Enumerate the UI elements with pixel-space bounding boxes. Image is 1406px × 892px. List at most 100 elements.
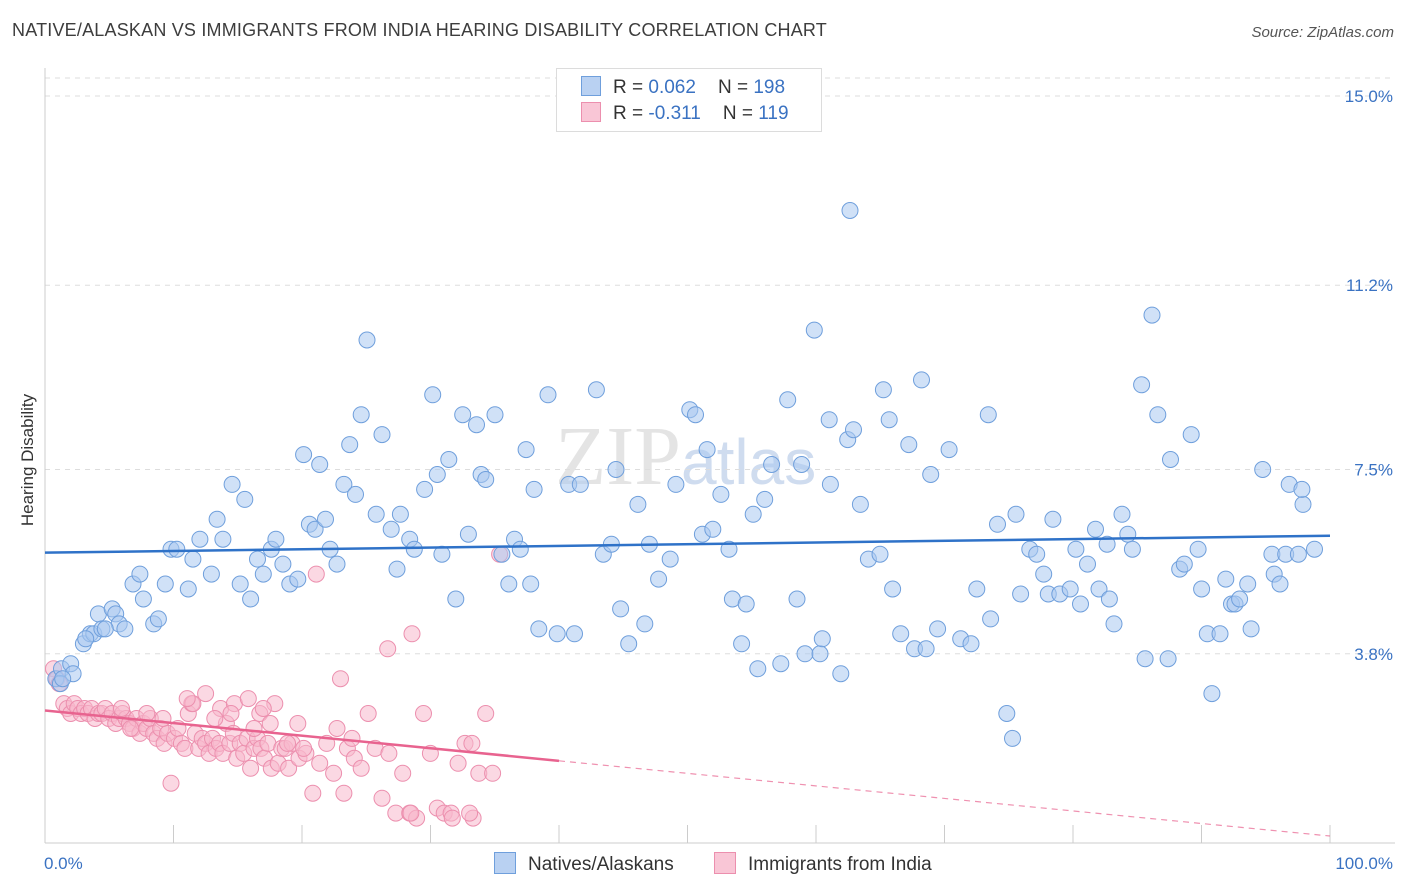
natives-point: [367, 505, 385, 523]
natives-point: [989, 515, 1006, 533]
natives-point: [416, 480, 434, 498]
natives-point: [940, 441, 958, 459]
india-point: [279, 734, 296, 752]
natives-point: [249, 550, 266, 568]
natives-point: [607, 461, 625, 478]
natives-point: [871, 545, 889, 563]
natives-point: [629, 495, 647, 513]
natives-point: [1294, 495, 1312, 513]
natives-point: [289, 570, 307, 588]
natives-point: [1087, 520, 1104, 538]
natives-point: [929, 620, 947, 638]
legend-label-india: Immigrants from India: [748, 854, 932, 875]
natives-point: [845, 421, 862, 439]
india-point: [335, 784, 353, 802]
natives-point: [566, 625, 583, 643]
natives-point: [779, 391, 797, 409]
legend-item-india: Immigrants from India: [714, 852, 932, 876]
natives-point: [820, 411, 838, 429]
india-point: [403, 625, 421, 643]
india-point: [122, 720, 140, 737]
natives-point: [1189, 540, 1207, 558]
natives-point: [1211, 625, 1229, 643]
natives-point: [1254, 461, 1272, 478]
natives-point: [96, 620, 114, 638]
legend-swatch-blue: [494, 852, 516, 874]
natives-point: [1028, 545, 1046, 563]
natives-point: [347, 485, 364, 503]
natives-point: [486, 406, 504, 424]
natives-point: [788, 590, 806, 608]
natives-point: [335, 475, 353, 493]
chart-title: NATIVE/ALASKAN VS IMMIGRANTS FROM INDIA …: [12, 20, 828, 40]
natives-point: [1239, 575, 1257, 593]
natives-point: [1175, 555, 1193, 573]
natives-point: [998, 705, 1016, 722]
natives-point: [341, 436, 359, 454]
india-point: [359, 705, 377, 722]
india-point: [402, 804, 420, 822]
india-point: [289, 715, 307, 732]
india-point: [443, 809, 461, 827]
natives-point: [1123, 540, 1141, 558]
r-value-natives: 0.062: [648, 77, 696, 98]
natives-point: [733, 635, 751, 653]
natives-point: [391, 505, 409, 523]
y-tick-label: 11.2%: [1346, 276, 1393, 295]
natives-point: [306, 520, 324, 538]
natives-point: [267, 530, 285, 548]
india-point: [261, 715, 279, 732]
natives-point: [179, 580, 197, 598]
natives-point: [805, 321, 823, 339]
natives-point: [1136, 650, 1154, 668]
india-point: [461, 804, 479, 822]
natives-point: [841, 202, 859, 219]
india-point: [325, 764, 343, 782]
india-point: [311, 754, 329, 772]
natives-point: [1113, 505, 1131, 523]
legend-row-india: R = -0.311 N = 119: [581, 102, 789, 124]
natives-point: [231, 575, 249, 593]
india-point: [245, 720, 263, 737]
india-point: [484, 764, 502, 782]
india-point: [113, 700, 130, 717]
legend-label-natives: Natives/Alaskans: [528, 854, 674, 875]
natives-point: [1105, 615, 1123, 633]
natives-point: [236, 490, 254, 508]
natives-point: [1159, 650, 1177, 668]
india-trend-extension: [558, 760, 1331, 837]
natives-point: [1289, 545, 1307, 563]
india-point: [332, 670, 349, 688]
natives-point: [661, 550, 679, 568]
india-point: [304, 784, 322, 802]
legend-swatch-pink: [714, 852, 736, 874]
natives-point: [1067, 540, 1085, 558]
y-tick-label: 15.0%: [1345, 87, 1393, 106]
x-tick-label: 0.0%: [44, 854, 83, 873]
y-tick-label: 7.5%: [1354, 461, 1393, 480]
natives-point: [1100, 590, 1118, 608]
trend-lines: [44, 534, 1331, 837]
natives-point: [459, 525, 477, 543]
natives-point: [440, 451, 458, 468]
natives-point: [493, 545, 511, 563]
natives-point: [54, 670, 72, 688]
n-value-india: 119: [758, 103, 789, 124]
natives-point: [191, 530, 209, 548]
r-label: R =: [613, 103, 644, 124]
natives-point: [548, 625, 566, 643]
natives-point: [698, 441, 716, 459]
source-label: Source: ZipAtlas.com: [1251, 24, 1394, 41]
natives-point: [811, 645, 829, 663]
natives-point: [511, 540, 529, 558]
india-point: [280, 759, 298, 777]
india-point: [206, 710, 224, 727]
natives-point: [1044, 510, 1062, 528]
india-point: [379, 640, 397, 658]
india-point: [222, 705, 240, 722]
natives-point: [116, 620, 134, 638]
natives-point: [447, 590, 465, 608]
natives-point: [650, 570, 668, 588]
natives-point: [913, 371, 930, 389]
natives-point: [687, 406, 704, 424]
